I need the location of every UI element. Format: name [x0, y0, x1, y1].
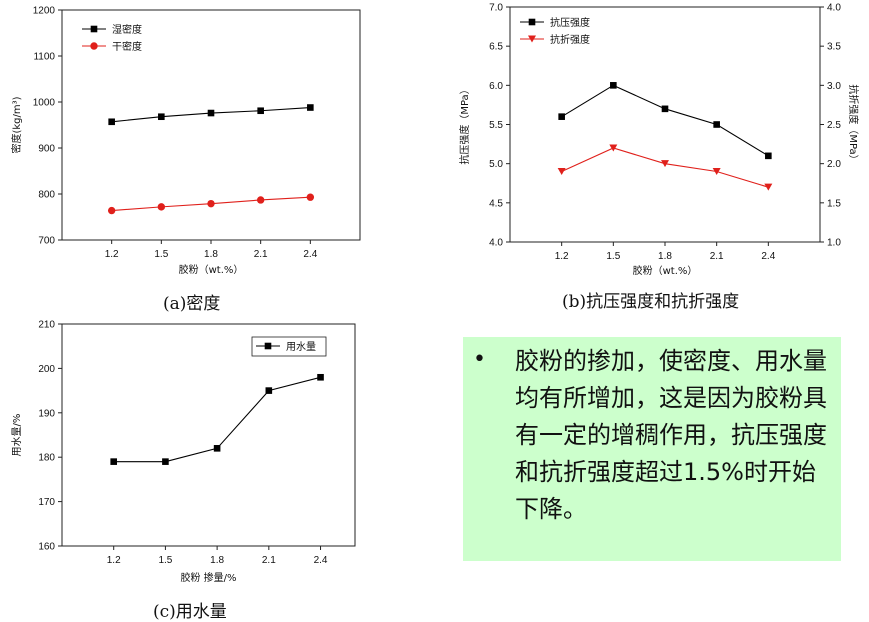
chart-density: 1.2 1.5 1.8 2.1 2.4 700 800 900 1000 1100 1200 胶粉（w…: [0, 0, 380, 290]
data-point: [265, 387, 273, 394]
y-right-tick-label: 1.5: [827, 198, 841, 209]
x-tick-label: 1.8: [210, 555, 224, 566]
x-tick-label: 1.8: [658, 251, 672, 262]
legend-box: [251, 336, 327, 357]
y-right-tick-label: 2.0: [827, 159, 841, 170]
y-right-axis-label: 抗折强度（MPa）: [847, 84, 860, 164]
data-point: [307, 104, 314, 111]
caption-strength: (b)抗压强度和抗折强度: [562, 292, 740, 312]
conclusion-text: 胶粉的掺加，使密度、用水量均有所增加，这是因为胶粉具有一定的增稠作用，抗压强度和…: [515, 347, 827, 523]
legend-label: 抗折强度: [550, 33, 590, 46]
x-tick-label: 2.4: [314, 555, 328, 566]
density-chart-svg: 1.2 1.5 1.8 2.1 2.4 700 800 900 1000 1100 1200 胶粉（w…: [10, 6, 361, 276]
y-tick-label: 200: [38, 364, 55, 375]
data-point: [213, 445, 221, 452]
x-tick-label: 1.8: [204, 249, 218, 260]
y-tick-label: 5.0: [489, 159, 503, 170]
y-tick-label: 1100: [33, 52, 55, 63]
legend-marker: [90, 25, 98, 33]
legend-marker: [528, 18, 536, 26]
x-tick-label: 2.4: [303, 249, 317, 260]
y-tick-label: 6.5: [489, 42, 503, 53]
data-point: [306, 193, 315, 201]
data-point: [207, 199, 215, 208]
y-tick-label: 7.0: [489, 3, 503, 14]
data-point: [661, 160, 669, 168]
x-tick-label: 1.5: [158, 555, 172, 566]
x-tick-label: 2.1: [254, 249, 268, 260]
y-right-tick-label: 3.0: [827, 81, 841, 92]
legend-label: 用水量: [286, 341, 316, 353]
legend-label: 抗压强度: [550, 16, 590, 29]
data-point: [257, 107, 264, 115]
y-tick-label: 170: [38, 497, 55, 508]
x-tick-label: 1.5: [606, 251, 620, 262]
y-tick-label: 4.0: [489, 238, 503, 249]
data-point: [557, 168, 566, 175]
y-axis-label: 密度(kg/m³): [10, 96, 23, 153]
y-tick-label: 900: [38, 144, 55, 155]
data-point: [110, 458, 118, 465]
y-tick-label: 160: [38, 542, 55, 553]
chart-water: 1.2 1.5 1.8 2.1 2.4 160 170 180 190 200 210 胶粉 掺量/%…: [0, 315, 380, 595]
data-point: [107, 206, 116, 215]
y-tick-label: 6.0: [489, 81, 503, 92]
strength-chart-svg: 1.2 1.5 1.8 2.1 2.4 4.0 4.5 5.0 5.5 6.0 6.5 7.0 1.0 1…: [458, 3, 860, 278]
y-right-tick-label: 1.0: [827, 238, 841, 249]
data-point: [157, 203, 166, 211]
y-tick-label: 4.5: [489, 198, 503, 209]
series-line: [561, 84, 769, 157]
data-point: [765, 152, 772, 160]
data-point: [610, 82, 617, 89]
y-tick-label: 800: [38, 190, 55, 201]
data-point: [661, 105, 669, 113]
series-line: [561, 147, 769, 188]
y-tick-label: 210: [38, 320, 55, 331]
data-point: [256, 196, 265, 204]
data-point: [162, 458, 169, 465]
y-tick-label: 190: [38, 408, 55, 419]
data-point: [207, 109, 215, 117]
x-axis-label: 胶粉（wt.%）: [179, 263, 244, 276]
data-point: [712, 168, 721, 175]
y-tick-label: 1000: [33, 98, 56, 109]
y-axis-label: 抗压强度（MPa）: [458, 84, 471, 164]
y-tick-label: 5.5: [489, 120, 503, 131]
y-tick-label: 180: [38, 453, 55, 464]
x-tick-label: 1.2: [105, 249, 119, 260]
legend-marker: [90, 42, 98, 50]
x-tick-label: 2.1: [710, 251, 724, 262]
data-point: [713, 121, 720, 128]
y-axis-label: 用水量/%: [11, 414, 23, 457]
y-right-tick-label: 3.5: [827, 42, 841, 53]
y-tick-label: 700: [38, 236, 55, 247]
x-tick-label: 1.5: [154, 249, 168, 260]
y-right-tick-label: 4.0: [827, 3, 841, 14]
data-point: [108, 118, 115, 126]
caption-water: (c)用水量: [153, 602, 227, 622]
x-tick-label: 1.2: [107, 555, 121, 566]
caption-density: (a)密度: [163, 294, 221, 314]
bullet-icon: •: [473, 347, 486, 372]
x-axis-label: 胶粉 掺量/%: [180, 571, 236, 584]
y-right-tick-label: 2.5: [827, 120, 841, 131]
legend-label: 湿密度: [112, 23, 142, 36]
x-tick-label: 2.4: [761, 251, 775, 262]
plot-frame: [61, 323, 356, 547]
x-tick-label: 2.1: [262, 555, 276, 566]
data-point: [317, 373, 324, 381]
data-point: [764, 183, 773, 191]
legend-label: 干密度: [112, 40, 142, 53]
legend-marker: [528, 35, 536, 43]
data-point: [158, 113, 165, 121]
legend-marker: [264, 342, 272, 350]
x-tick-label: 1.2: [555, 251, 569, 262]
data-point: [609, 144, 618, 152]
water-chart-svg: 1.2 1.5 1.8 2.1 2.4 160 170 180 190 200 210 胶粉 掺量/%…: [11, 320, 356, 584]
conclusion-note: • 胶粉的掺加，使密度、用水量均有所增加，这是因为胶粉具有一定的增稠作用，抗压强…: [463, 337, 841, 561]
chart-strength: 1.2 1.5 1.8 2.1 2.4 4.0 4.5 5.0 5.5 6.0 6.5 7.0 1.0 1…: [430, 0, 869, 290]
y-tick-label: 1200: [33, 6, 56, 17]
x-axis-label: 胶粉（wt.%）: [633, 264, 698, 277]
data-point: [558, 113, 565, 120]
